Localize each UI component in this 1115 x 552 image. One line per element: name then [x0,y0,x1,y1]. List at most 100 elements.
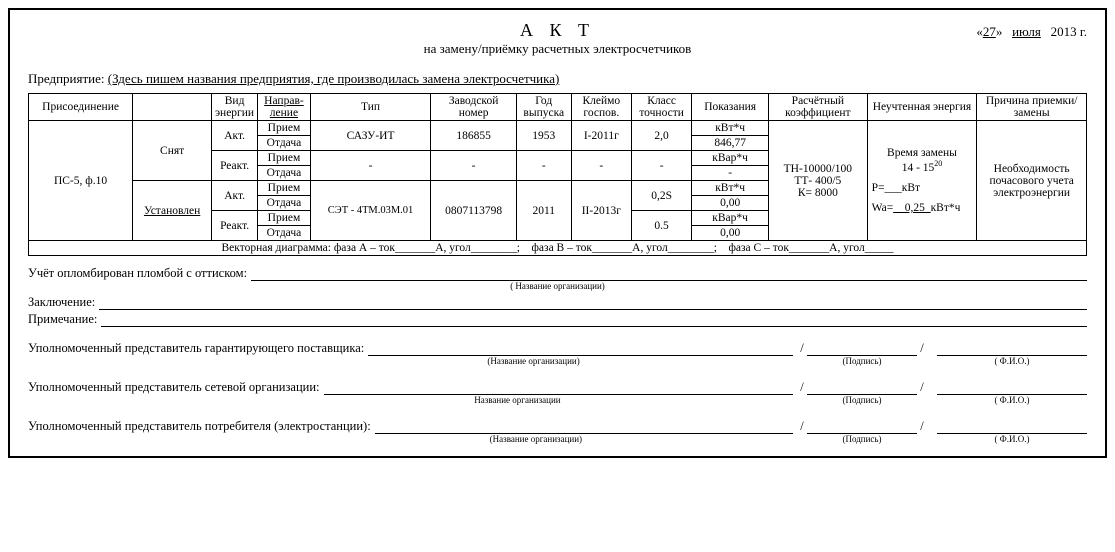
cell-class2b: 0.5 [631,211,691,241]
cell-removed: Снят [133,121,212,181]
col-reason: Причина приемки/замены [977,94,1087,121]
rep2-row: Уполномоченный представитель сетевой орг… [28,380,1087,395]
cell-otdacha-3: Отдача [258,196,311,211]
rep1-cap-fio: ( Ф.И.О.) [937,356,1087,366]
doc-subtitle: на замену/приёмку расчетных электросчетч… [248,41,867,57]
cell-react-1: Реакт. [212,151,258,181]
rep2-cap: Уполномоченный представитель сетевой орг… [28,395,1087,405]
col-state [133,94,212,121]
cell-unaccounted: Время замены 14 - 1520 P=___кВт Wa=__0,2… [867,121,977,241]
coef-l3: К= 8000 [772,187,864,199]
cell-read2d: 0,00 [692,226,769,241]
rep1-cap-sign: (Подпись) [807,356,917,366]
main-table: Присоединение Вид энергии Направ-ление Т… [28,93,1087,256]
enterprise-label: Предприятие: [28,71,105,86]
cell-year1: 1953 [516,121,571,151]
col-accuracy: Класс точности [631,94,691,121]
col-type: Тип [310,94,431,121]
col-energy-kind: Вид энергии [212,94,258,121]
vector-row: Векторная диаграмма: фаза А – ток_______… [29,241,1087,256]
col-coef: Расчётный коэффициент [769,94,868,121]
cell-otdacha-2: Отдача [258,166,311,181]
unacc-l4: Wa=__0,25_кВт*ч [872,202,973,214]
rep2-label: Уполномоченный представитель сетевой орг… [28,380,320,395]
rep2-cap-org: Название организации [242,395,793,405]
cell-otdacha-1: Отдача [258,136,311,151]
cell-akt-2: Акт. [212,181,258,211]
cell-priem-4: Прием [258,211,311,226]
date-close: » [996,24,1003,39]
cell-reason: Необходимость почасового учета электроэн… [977,121,1087,241]
coef-l2: ТТ- 400/5 [772,175,864,187]
conclusion-label: Заключение: [28,295,95,310]
cell-serial2: 0807113798 [431,181,517,241]
conclusion-line: Заключение: [28,295,1087,310]
cell-year-dash: - [516,151,571,181]
cell-stamp2: II-2013г [571,181,631,241]
seal-label: Учёт опломбирован пломбой с оттиском: [28,266,247,281]
coef-l1: ТН-10000/100 [772,163,864,175]
document-frame: А К Т на замену/приёмку расчетных электр… [8,8,1107,458]
unacc-l1: Время замены [872,147,973,159]
date-year: 2013 г. [1051,24,1087,39]
rep3-cap: Уполномоченный представитель потребителя… [28,434,1087,444]
col-stamp: Клеймо госпов. [571,94,631,121]
cell-connection: ПС-5, ф.10 [29,121,133,241]
vector-a: фаза А – ток_______А, угол________; [334,242,520,254]
cell-priem-1: Прием [258,121,311,136]
cell-read1b: 846,77 [692,136,769,151]
col-direction: Направ-ление [258,94,311,121]
cell-read1d: - [692,166,769,181]
note-line: Примечание: [28,312,1087,327]
rep3-cap-sign: (Подпись) [807,434,917,444]
cell-class2a: 0,2S [631,181,691,211]
cell-read2c: кВар*ч [692,211,769,226]
unacc-l2: 14 - 1520 [872,159,973,174]
note-label: Примечание: [28,312,97,327]
col-connection: Присоединение [29,94,133,121]
cell-read2a: кВт*ч [692,181,769,196]
cell-stamp-dash: - [571,151,631,181]
rep3-label: Уполномоченный представитель потребителя… [28,419,371,434]
cell-akt-1: Акт. [212,121,258,151]
seal-line: Учёт опломбирован пломбой с оттиском: [28,266,1087,281]
cell-read1a: кВт*ч [692,121,769,136]
header-row: Присоединение Вид энергии Направ-ление Т… [29,94,1087,121]
unacc-l3: P=___кВт [872,182,973,194]
cell-read2b: 0,00 [692,196,769,211]
date-day: 27 [983,24,996,39]
rep1-cap: Уполномоченный представитель гарантирующ… [28,356,1087,366]
cell-read1c: кВар*ч [692,151,769,166]
cell-type-dash: - [310,151,431,181]
cell-serial1: 186855 [431,121,517,151]
rep3-cap-fio: ( Ф.И.О.) [937,434,1087,444]
enterprise-line: Предприятие: (Здесь пишем названия предп… [28,71,1087,87]
rep1-row: Уполномоченный представитель гарантирующ… [28,341,1087,356]
cell-serial-dash: - [431,151,517,181]
col-year: Год выпуска [516,94,571,121]
cell-stamp1: I-2011г [571,121,631,151]
header: А К Т на замену/приёмку расчетных электр… [28,20,1087,57]
rep1-cap-org: (Название организации) [274,356,793,366]
rep3-cap-org: (Название организации) [279,434,793,444]
doc-title: А К Т [248,20,867,41]
rep2-cap-fio: ( Ф.И.О.) [937,395,1087,405]
cell-installed: Установлен [133,181,212,241]
vector-label: Векторная диаграмма: [222,242,331,254]
cell-react-2: Реакт. [212,211,258,241]
cell-priem-2: Прием [258,151,311,166]
cell-class1: 2,0 [631,121,691,151]
col-serial: Заводской номер [431,94,517,121]
date-month: июля [1012,24,1041,39]
cell-type2: СЭТ - 4ТМ.03М.01 [310,181,431,241]
date-block: «27» июля 2013 г. [867,20,1087,40]
rep1-label: Уполномоченный представитель гарантирующ… [28,341,364,356]
seal-caption: ( Название организации) [28,281,1087,291]
cell-priem-3: Прием [258,181,311,196]
cell-class-dash: - [631,151,691,181]
cell-year2: 2011 [516,181,571,241]
col-readings: Показания [692,94,769,121]
cell-type1: САЗУ-ИТ [310,121,431,151]
cell-otdacha-4: Отдача [258,226,311,241]
enterprise-value: (Здесь пишем названия предприятия, где п… [108,71,560,86]
